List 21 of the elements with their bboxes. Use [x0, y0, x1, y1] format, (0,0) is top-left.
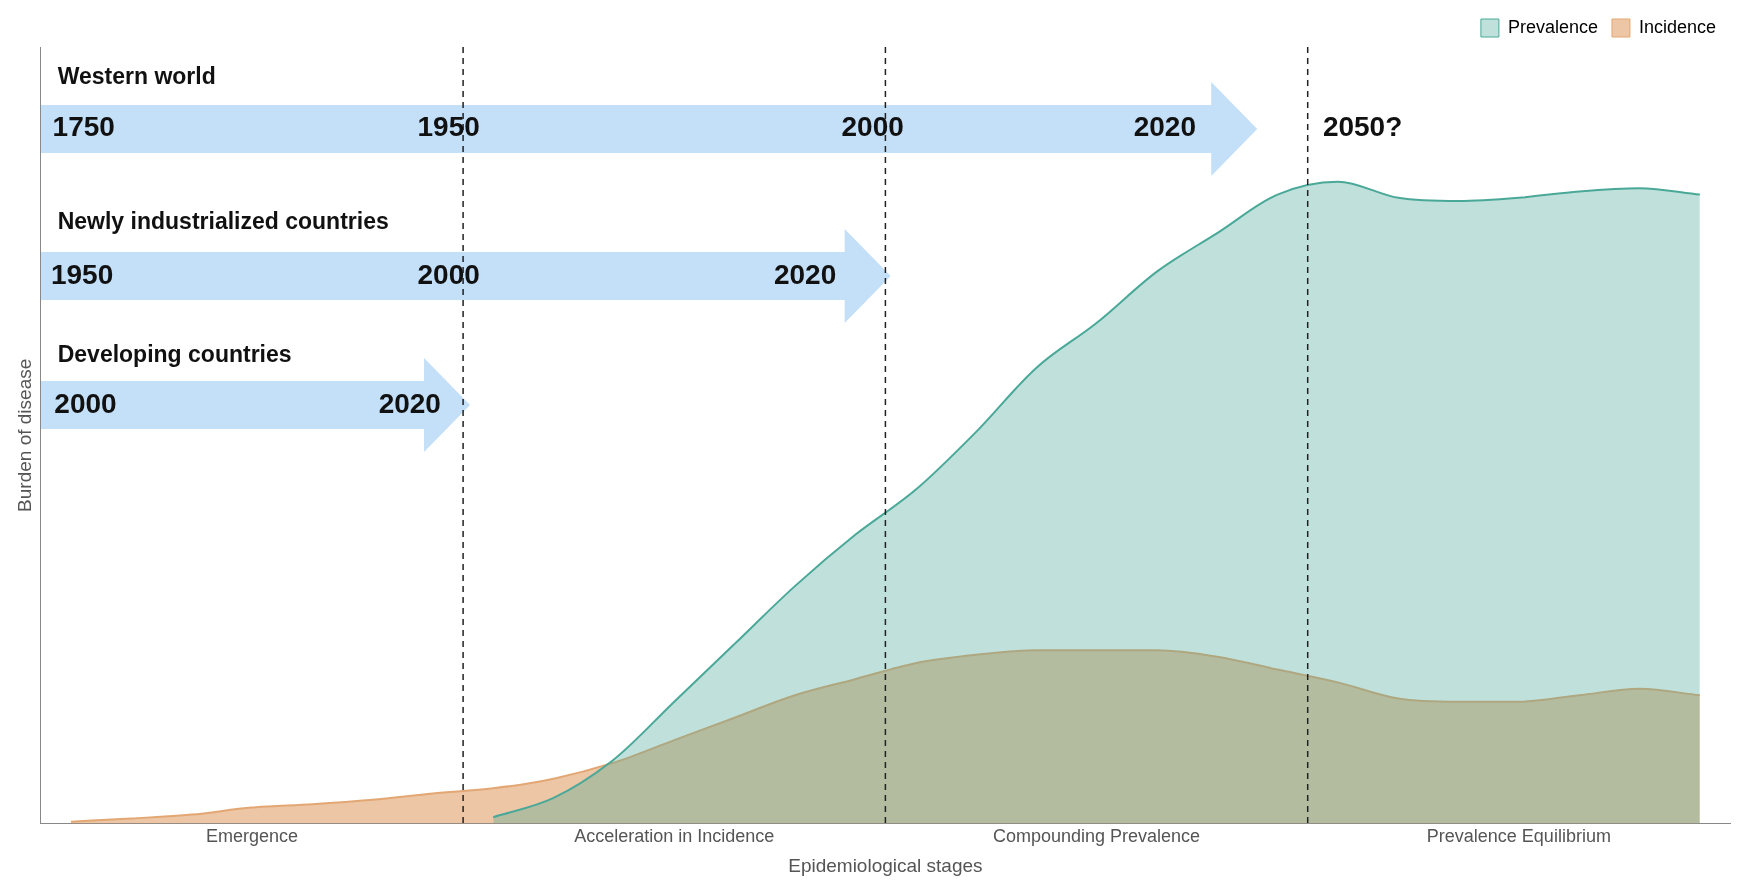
- x-tick-label: Emergence: [205, 826, 298, 847]
- annotation: Newly industrialized countries: [57, 207, 389, 234]
- text: 2020: [1133, 111, 1197, 143]
- text: 1750: [52, 111, 115, 143]
- x-tick-label: Prevalence Equilibrium: [1426, 826, 1611, 847]
- annotation: 2020: [773, 258, 837, 290]
- text: Western world: [57, 62, 216, 89]
- text: 2050?: [1322, 111, 1403, 143]
- annotation: 2000: [417, 258, 480, 290]
- annotation: 2000: [54, 387, 117, 419]
- legend-label: Prevalence: [1507, 16, 1598, 37]
- x-tick-label: Compounding Prevalence: [992, 826, 1201, 847]
- text: 2000: [841, 111, 904, 143]
- text: 1950: [417, 111, 480, 143]
- annotation: 2020: [378, 387, 441, 419]
- x-tick-label: Acceleration in Incidence: [574, 826, 775, 847]
- y-axis-title: Burden of disease: [13, 358, 35, 512]
- legend-label: Incidence: [1638, 16, 1717, 37]
- annotation: 1950: [50, 258, 114, 290]
- x-axis-title: Epidemiological stages: [788, 854, 983, 876]
- annotation: Developing countries: [57, 340, 292, 367]
